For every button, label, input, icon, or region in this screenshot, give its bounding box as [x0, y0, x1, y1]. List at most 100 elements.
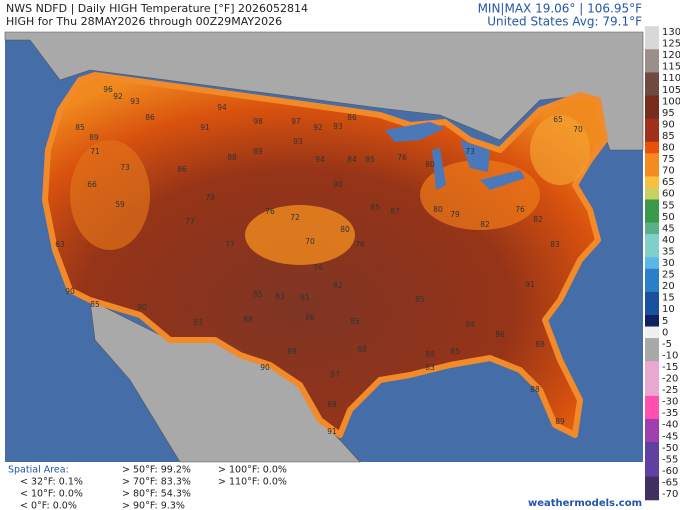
- temp-label: 77: [185, 217, 195, 226]
- lake: [480, 170, 525, 190]
- temp-label: 91: [525, 280, 535, 289]
- temp-label: 86: [495, 330, 505, 339]
- colorbar-tick-label: 95: [662, 108, 675, 119]
- colorbar-tick-label: 55: [662, 200, 675, 211]
- colorbar-cell: [645, 291, 659, 304]
- colorbar-cell: [645, 384, 659, 397]
- stat-item: > 50°F: 99.2%: [122, 465, 191, 476]
- colorbar-cell: [645, 488, 659, 501]
- footer: weathermodels.com: [528, 498, 642, 509]
- temp-label: 97: [291, 117, 301, 126]
- colorbar-tick-label: -30: [662, 397, 678, 408]
- stat-item: > 110°F: 0.0%: [218, 477, 287, 488]
- temp-label: 76: [265, 207, 275, 216]
- temp-label: 87: [390, 207, 400, 216]
- colorbar-tick-label: 105: [662, 85, 680, 96]
- colorbar: 1301251201151101051009590858075706560555…: [645, 26, 680, 501]
- stat-item: > 80°F: 54.3%: [122, 489, 191, 500]
- temp-label: 84: [465, 320, 475, 329]
- colorbar-tick-label: -5: [662, 339, 672, 350]
- stat-item: > 70°F: 83.3%: [122, 477, 191, 488]
- temp-label: 85: [350, 317, 360, 326]
- colorbar-cell: [645, 326, 659, 339]
- temp-label: 83: [550, 240, 560, 249]
- temp-label: 80: [433, 205, 443, 214]
- temp-label: 59: [115, 200, 125, 209]
- temp-label: 89: [327, 400, 337, 409]
- colorbar-cell: [645, 338, 659, 351]
- colorbar-cell: [645, 60, 659, 73]
- temp-label: 88: [425, 350, 435, 359]
- temp-label: 90: [333, 180, 343, 189]
- temp-label: 96: [103, 85, 113, 94]
- temp-label: 85: [75, 123, 85, 132]
- colorbar-tick-label: 115: [662, 62, 680, 73]
- temp-label: 98: [253, 117, 263, 126]
- colorbar-cell: [645, 72, 659, 85]
- temp-label: 74: [313, 263, 323, 272]
- colorbar-cell: [645, 95, 659, 108]
- colorbar-tick-label: 85: [662, 131, 675, 142]
- colorbar-tick-label: 15: [662, 293, 675, 304]
- colorbar-tick-label: 10: [662, 304, 675, 315]
- colorbar-tick-label: 30: [662, 258, 675, 269]
- colorbar-cell: [645, 153, 659, 166]
- colorbar-tick-label: 25: [662, 270, 675, 281]
- colorbar-tick-label: 100: [662, 96, 680, 107]
- colorbar-tick-label: 40: [662, 235, 675, 246]
- stat-item: < 10°F: 0.0%: [20, 489, 83, 500]
- temp-label: 88: [530, 385, 540, 394]
- min-max: MIN|MAX 19.06° | 106.95°F: [478, 2, 643, 16]
- temp-label: 79: [205, 193, 215, 202]
- colorbar-cell: [645, 199, 659, 212]
- colorbar-tick-label: 35: [662, 246, 675, 257]
- colorbar-tick-label: -45: [662, 431, 678, 442]
- colorbar-tick-label: -60: [662, 466, 678, 477]
- temp-label: 82: [333, 281, 343, 290]
- temp-label: 94: [315, 155, 325, 164]
- colorbar-tick-label: 0: [662, 327, 668, 338]
- lake: [460, 140, 490, 172]
- temp-label: 90: [65, 287, 75, 296]
- canada: [4, 31, 644, 151]
- colorbar-cell: [645, 118, 659, 131]
- temp-label: 85: [415, 295, 425, 304]
- temp-label: 86: [177, 165, 187, 174]
- colorbar-tick-label: -25: [662, 385, 678, 396]
- temp-label: 89: [555, 417, 565, 426]
- temp-label: 89: [253, 147, 263, 156]
- temp-label: 85: [90, 300, 100, 309]
- colorbar-tick-label: -20: [662, 374, 678, 385]
- colorbar-tick-label: -10: [662, 350, 678, 361]
- temp-label: 85: [365, 155, 375, 164]
- temp-label: 83: [425, 363, 435, 372]
- colorbar-tick-label: -50: [662, 443, 678, 454]
- stats: Spatial Area: < 32°F: 0.1%< 10°F: 0.0%< …: [8, 465, 287, 510]
- colorbar-cell: [645, 222, 659, 235]
- colorbar-cell: [645, 476, 659, 489]
- temp-label: 90: [260, 363, 270, 372]
- colorbar-tick-label: 130: [662, 27, 680, 38]
- colorbar-tick-label: -15: [662, 362, 678, 373]
- colorbar-cell: [645, 141, 659, 154]
- temp-label: 66: [87, 180, 97, 189]
- temp-label: 71: [90, 147, 100, 156]
- temp-label: 91: [200, 123, 210, 132]
- temp-label: 79: [450, 210, 460, 219]
- temp-label: 88: [227, 153, 237, 162]
- temp-label: 81: [300, 293, 310, 302]
- temp-label: 88: [357, 345, 367, 354]
- temp-label: 90: [137, 303, 147, 312]
- colorbar-tick-label: 70: [662, 166, 675, 177]
- temp-label: 87: [330, 370, 340, 379]
- colorbar-cell: [645, 176, 659, 189]
- stat-item: > 100°F: 0.0%: [218, 465, 287, 476]
- colorbar-tick-label: 20: [662, 281, 675, 292]
- warm-area: [70, 140, 150, 250]
- lake: [385, 122, 445, 142]
- colorbar-cell: [645, 349, 659, 362]
- temp-label: 84: [347, 155, 357, 164]
- temp-label: 89: [89, 133, 99, 142]
- temp-label: 88: [535, 340, 545, 349]
